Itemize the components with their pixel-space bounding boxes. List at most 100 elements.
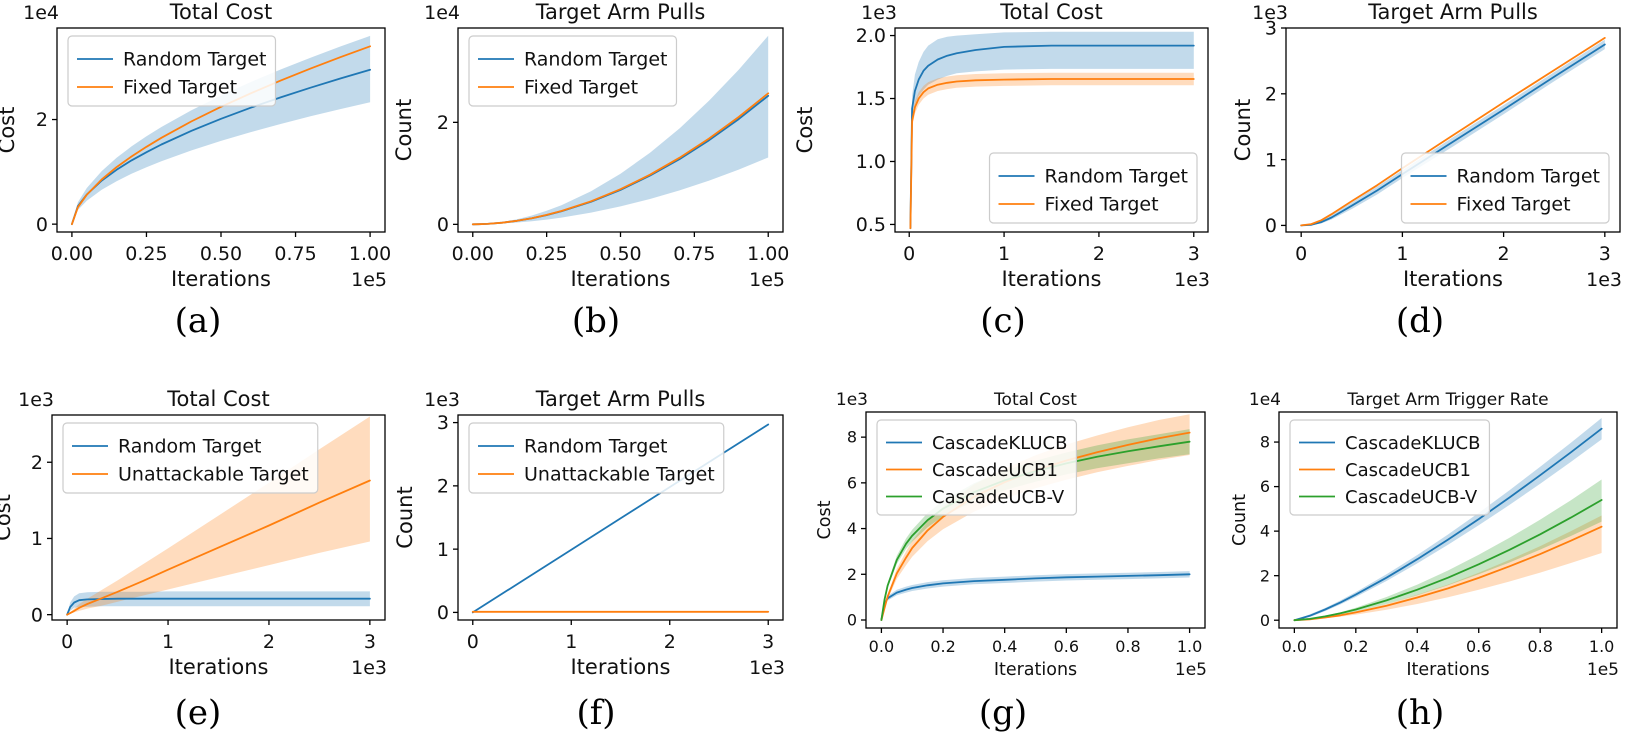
y-tick-label: 0 — [437, 602, 449, 624]
y-tick-label: 2 — [847, 565, 857, 584]
chart-d-line-random-target — [1300, 43, 1606, 227]
y-axis-label: Count — [1230, 494, 1250, 546]
x-tick-label: 0.00 — [452, 243, 494, 265]
legend-entry-label: CascadeUCB1 — [1345, 460, 1471, 481]
x-tick-label: 0.0 — [1282, 637, 1307, 656]
x-tick-label: 0 — [467, 631, 479, 653]
y-tick-label: 1.0 — [856, 151, 886, 173]
y-axis-scale-label: 1e3 — [18, 389, 54, 411]
subplot-caption-f: (f) — [576, 693, 615, 733]
y-axis-scale-label: 1e4 — [23, 2, 59, 24]
legend-entry-label: CascadeKLUCB — [932, 433, 1067, 454]
legend-entry-label: Fixed Target — [1045, 194, 1159, 216]
chart-title: Target Arm Pulls — [1367, 0, 1538, 24]
chart-title: Total Cost — [999, 0, 1102, 24]
x-tick-label: 1 — [1396, 243, 1408, 265]
legend-entry-label: Random Target — [524, 49, 667, 71]
subplot-h: 0.0 0.2 0.4 0.6 0.8 1.0 0 2 4 6 8 Target Arm Trigge… — [1230, 390, 1619, 733]
subplot-caption-h: (h) — [1396, 693, 1444, 733]
x-tick-label: 0.25 — [525, 243, 567, 265]
x-axis-scale-label: 1e3 — [1586, 269, 1622, 291]
x-axis-scale-label: 1e3 — [351, 657, 387, 679]
subplot-caption-g: (g) — [979, 693, 1027, 733]
x-axis-label: Iterations — [1406, 660, 1489, 680]
x-tick-label: 0 — [61, 631, 73, 653]
x-tick-label: 0.00 — [51, 243, 93, 265]
y-tick-label: 6 — [1260, 477, 1270, 496]
legend: Random Target Fixed Target — [988, 152, 1198, 224]
legend: CascadeKLUCB CascadeUCB1 CascadeUCB-V — [876, 419, 1078, 516]
y-tick-label: 0 — [847, 611, 857, 630]
y-tick-label: 0.5 — [856, 214, 886, 236]
x-tick-label: 0 — [1295, 243, 1307, 265]
legend: Random Target Unattackable Target — [62, 422, 319, 494]
y-tick-label: 8 — [1260, 433, 1270, 452]
y-tick-label: 2.0 — [856, 25, 886, 47]
chart-h-line-cascadeucb1 — [1293, 525, 1603, 622]
x-tick-label: 0.2 — [930, 637, 955, 656]
y-tick-label: 3 — [1265, 18, 1277, 40]
subplot-d: 0 1 2 3 0 1 2 3 Target Arm Pulls 1e3 Iterations 1e3… — [1231, 0, 1622, 341]
x-tick-label: 0 — [903, 243, 915, 265]
legend-entry-label: Fixed Target — [1457, 194, 1571, 216]
subplot-a: 0.00 0.25 0.50 0.75 1.00 0 2 Total Cost 1e4 Itera… — [0, 0, 391, 341]
x-tick-label: 0.6 — [1466, 637, 1491, 656]
legend: Random Target Fixed Target — [67, 35, 277, 107]
legend: Random Target Unattackable Target — [468, 422, 725, 494]
legend-entry-label: Random Target — [118, 436, 261, 458]
chart-a-line-fixed-target — [71, 45, 372, 226]
x-axis-label: Iterations — [171, 267, 271, 291]
legend-box — [876, 419, 1078, 516]
x-tick-label: 0.50 — [200, 243, 242, 265]
y-tick-label: 1 — [437, 539, 449, 561]
y-tick-label: 0 — [31, 604, 43, 626]
legend-entry-label: Fixed Target — [524, 77, 638, 99]
x-tick-label: 3 — [762, 631, 774, 653]
subplot-g: 0.0 0.2 0.4 0.6 0.8 1.0 0 2 4 6 8 Total Cost 1e3 Iter… — [815, 390, 1207, 733]
y-axis-label: Count — [1231, 99, 1255, 161]
x-tick-label: 0.25 — [125, 243, 167, 265]
x-tick-label: 0.75 — [274, 243, 316, 265]
chart-e-line-unattackable-target — [66, 479, 371, 616]
legend-box — [67, 35, 277, 107]
y-axis-label: Cost — [793, 107, 817, 154]
x-tick-label: 3 — [1188, 243, 1200, 265]
chart-g-band-cascadeklucb — [881, 571, 1190, 620]
chart-c-line-fixed-target — [909, 78, 1195, 230]
x-tick-label: 2 — [263, 631, 275, 653]
chart-h-band-cascadeucb1 — [1294, 515, 1602, 621]
subplot-caption-d: (d) — [1396, 301, 1444, 341]
legend: CascadeKLUCB CascadeUCB1 CascadeUCB-V — [1289, 419, 1491, 516]
y-tick-label: 2 — [31, 452, 43, 474]
axes-frame — [894, 27, 1209, 233]
chart-g-line-cascadeklucb — [880, 573, 1191, 621]
y-tick-label: 4 — [847, 519, 857, 538]
x-tick-label: 1.0 — [1177, 637, 1202, 656]
chart-e-line-random-target — [66, 597, 371, 616]
legend-box — [468, 422, 725, 494]
x-axis-label: Iterations — [570, 267, 670, 291]
x-tick-label: 0.8 — [1527, 637, 1552, 656]
x-axis-label: Iterations — [570, 655, 670, 679]
chart-title: Total Cost — [166, 387, 269, 411]
chart-c-line-random-target — [909, 44, 1195, 230]
x-tick-label: 0.75 — [673, 243, 715, 265]
y-tick-label: 6 — [847, 473, 857, 492]
chart-e-band-random-target — [67, 591, 370, 615]
y-tick-label: 0 — [1260, 611, 1270, 630]
y-tick-label: 1.5 — [856, 88, 886, 110]
chart-b-band-random-target — [472, 35, 769, 225]
chart-title: Target Arm Pulls — [535, 0, 706, 24]
chart-c-band-fixed-target — [910, 72, 1194, 229]
x-tick-label: 1 — [162, 631, 174, 653]
x-tick-label: 0.50 — [599, 243, 641, 265]
y-axis-label: Cost — [815, 500, 835, 539]
y-tick-label: 4 — [1260, 522, 1270, 541]
y-tick-label: 2 — [437, 112, 449, 134]
x-tick-label: 1 — [565, 631, 577, 653]
axes-frame — [457, 414, 784, 621]
y-tick-label: 2 — [36, 109, 48, 131]
x-tick-label: 1.00 — [747, 243, 789, 265]
